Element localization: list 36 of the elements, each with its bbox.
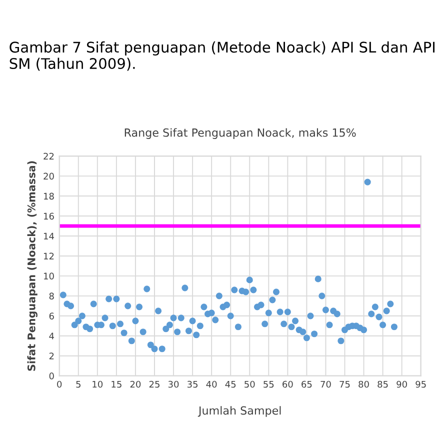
x-tick-label: 45 [225,380,236,388]
chart-title: Range Sifat Penguapan Noack, maks 15% [124,128,356,139]
x-tick-label: 55 [264,380,274,388]
x-tick-label: 60 [282,380,293,388]
y-tick-label: 2 [49,352,54,360]
x-tick-label: 0 [57,380,62,388]
y-tick-label: 12 [44,252,54,260]
x-tick-label: 95 [416,380,426,388]
y-tick-label: 20 [44,172,54,180]
y-axis-title: Sifat Penguapan (Noack), (%massa) [27,161,38,371]
y-tick-label: 4 [49,332,54,340]
x-tick-label: 75 [340,380,350,388]
text: Gambar 7 Sifat penguapan (Metode Noack) API SL dan API SM (Tahun 2009). [10,41,434,71]
x-tick-label: 20 [130,380,141,388]
x-tick-label: 30 [168,380,179,388]
x-tick-label: 5 [76,380,80,388]
x-tick-label: 65 [302,380,312,388]
x-tick-label: 15 [112,380,122,388]
x-tick-label: 80 [358,380,369,388]
x-axis-title: Jumlah Sampel [198,406,281,417]
x-tick-label: 90 [396,380,407,388]
x-tick-label: 50 [244,380,255,388]
x-tick-label: 25 [149,380,160,388]
x-tick-label: 10 [92,380,103,388]
x-tick-label: 70 [320,380,331,388]
y-tick-label: 18 [44,192,54,200]
y-tick-label: 0 [49,372,54,380]
y-tick-label: 14 [44,232,54,240]
y-tick-label: 16 [44,212,54,220]
y-tick-label: 6 [49,312,54,320]
x-tick-label: 40 [206,380,217,388]
y-tick-label: 8 [49,292,54,300]
x-tick-label: 85 [378,380,388,388]
x-tick-label: 35 [187,380,198,388]
y-tick-label: 22 [44,152,54,160]
y-tick-label: 10 [44,272,54,280]
